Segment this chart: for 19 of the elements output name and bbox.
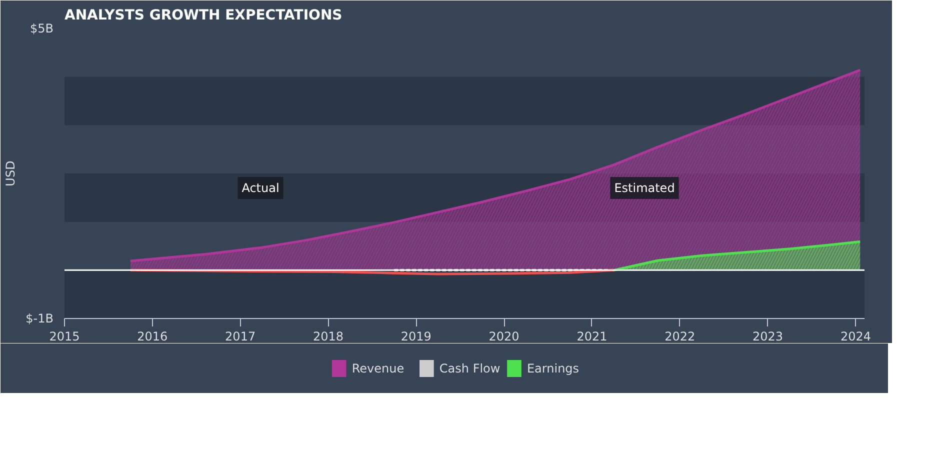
y-axis-title: USD xyxy=(4,160,18,186)
x-tick-label: 2015 xyxy=(49,330,80,344)
x-tick-label: 2019 xyxy=(400,330,432,344)
chart-title: ANALYSTS GROWTH EXPECTATIONS xyxy=(64,8,342,24)
x-tick-label: 2017 xyxy=(225,330,256,344)
x-tick-label: 2021 xyxy=(576,330,608,344)
y-tick-label: $-1B xyxy=(26,312,54,326)
x-tick-label: 2018 xyxy=(312,330,344,344)
legend-label: Earnings xyxy=(526,362,580,376)
annotation: Estimated xyxy=(614,181,675,195)
x-tick-label: 2022 xyxy=(664,330,696,344)
y-tick-label: $5B xyxy=(30,22,54,36)
x-tick-label: 2016 xyxy=(137,330,168,344)
x-tick-label: 2020 xyxy=(488,330,520,344)
legend-label: Revenue xyxy=(352,362,404,376)
legend-label: Cash Flow xyxy=(439,362,500,376)
annotation: Actual xyxy=(242,181,280,195)
x-tick-label: 2024 xyxy=(840,330,871,344)
x-tick-label: 2023 xyxy=(752,330,784,344)
